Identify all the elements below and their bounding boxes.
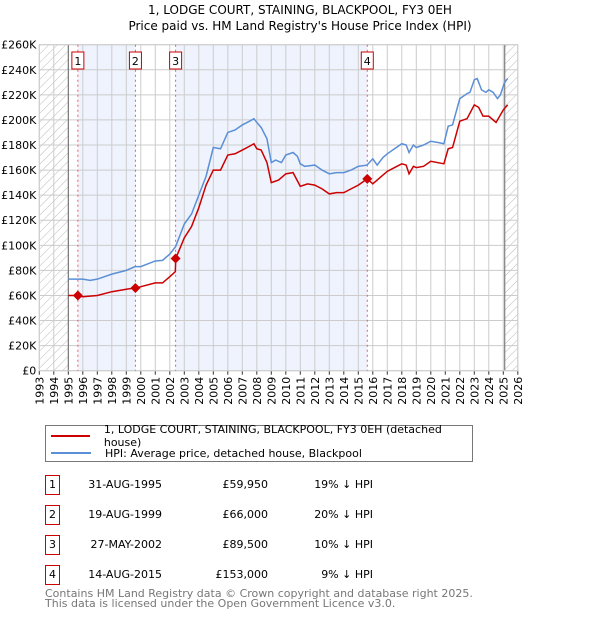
sale-label: 1: [74, 55, 81, 68]
transaction-number-badge: 4: [45, 565, 60, 585]
x-tick-label: 2011: [294, 377, 307, 405]
y-tick-label: £180K: [1, 139, 37, 152]
sale-label: 4: [364, 55, 371, 68]
transaction-number-badge: 2: [45, 505, 60, 525]
sale-label-box: [128, 51, 142, 70]
sale-point: [362, 173, 373, 184]
y-tick-label: £40K: [8, 315, 37, 328]
y-tick-label: £220K: [1, 89, 37, 102]
x-tick-label: 1998: [106, 377, 119, 405]
legend-item-property: 1, LODGE COURT, STAINING, BLACKPOOL, FY3…: [46, 423, 472, 449]
plot-frame: [38, 44, 519, 372]
transaction-number-badge: 3: [45, 535, 60, 555]
sale-point: [72, 290, 83, 301]
x-tick-label: 2014: [338, 377, 351, 405]
sale-label: 3: [172, 55, 179, 68]
blue-line-swatch: [51, 452, 91, 454]
x-tick-label: 2023: [468, 377, 481, 405]
transaction-hpi-diff: 19% ↓ HPI: [314, 478, 373, 491]
x-tick-label: 2017: [381, 377, 394, 405]
transaction-price: £89,500: [222, 538, 269, 551]
y-tick-label: £100K: [1, 239, 37, 252]
x-tick-label: 2004: [193, 377, 206, 405]
legend: 1, LODGE COURT, STAINING, BLACKPOOL, FY3…: [45, 423, 473, 462]
footer-line: Contains HM Land Registry data © Crown c…: [45, 587, 473, 600]
sale-label-box: [71, 51, 85, 70]
sale-point: [170, 253, 181, 264]
legend-label: HPI: Average price, detached house, Blac…: [105, 446, 362, 460]
y-tick-label: £160K: [1, 164, 37, 177]
x-tick-label: 1996: [77, 377, 90, 405]
x-tick-label: 2018: [396, 377, 409, 405]
transaction-row: 1 31-AUG-1995 £59,950 19% ↓ HPI: [45, 475, 445, 495]
transaction-date: 27-MAY-2002: [90, 538, 162, 551]
x-tick-label: 2007: [236, 377, 249, 405]
hatched-region: [504, 44, 518, 371]
transaction-price: £66,000: [222, 508, 269, 521]
transaction-row: 3 27-MAY-2002 £89,500 10% ↓ HPI: [45, 535, 445, 555]
transaction-date: 19-AUG-1999: [88, 508, 162, 521]
x-tick-label: 2000: [135, 377, 148, 405]
transaction-row: 2 19-AUG-1999 £66,000 20% ↓ HPI: [45, 505, 445, 525]
transaction-number-badge: 1: [45, 475, 60, 495]
x-tick-label: 1995: [62, 377, 75, 405]
x-tick-label: 2026: [512, 377, 525, 405]
x-tick-label: 1999: [120, 377, 133, 405]
transaction-row: 4 14-AUG-2015 £153,000 9% ↓ HPI: [45, 565, 445, 585]
y-tick-label: £240K: [1, 64, 37, 77]
x-tick-label: 2009: [265, 377, 278, 405]
x-tick-label: 2015: [352, 377, 365, 405]
chart-subtitle: Price paid vs. HM Land Registry's House …: [128, 19, 472, 33]
transaction-date: 14-AUG-2015: [88, 568, 162, 581]
sale-label-box: [360, 51, 374, 70]
x-tick-label: 2006: [222, 377, 235, 405]
sale-label: 2: [132, 55, 139, 68]
x-tick-label: 2010: [280, 377, 293, 405]
x-tick-label: 1997: [91, 377, 104, 405]
transaction-price: £59,950: [222, 478, 269, 491]
y-tick-label: £140K: [1, 189, 37, 202]
transaction-hpi-diff: 9% ↓ HPI: [321, 568, 373, 581]
sale-point: [130, 282, 141, 293]
y-tick-label: £80K: [8, 264, 37, 277]
x-tick-label: 2005: [207, 377, 220, 405]
chart-title: 1, LODGE COURT, STAINING, BLACKPOOL, FY3…: [148, 3, 452, 17]
series-line: [68, 77, 509, 282]
red-line-swatch: [51, 435, 90, 437]
sale-label-box: [169, 51, 183, 70]
y-tick-label: £20K: [8, 340, 37, 353]
x-tick-label: 2024: [483, 377, 496, 405]
transaction-price: £153,000: [215, 568, 269, 581]
price-chart: 1993 1994 1995 1996 1997 1998 1999 2000 2001 2002…: [1, 39, 525, 405]
x-tick-label: 2016: [367, 377, 380, 405]
y-tick-label: £60K: [8, 289, 37, 302]
x-tick-label: 1993: [33, 377, 46, 405]
y-tick-label: £0: [22, 365, 36, 378]
x-tick-label: 1994: [48, 377, 61, 405]
x-tick-label: 2021: [439, 377, 452, 405]
x-tick-label: 2008: [251, 377, 264, 405]
footer: Contains HM Land Registry data © Crown c…: [45, 587, 473, 610]
x-tick-label: 2001: [149, 377, 162, 405]
y-tick-label: £120K: [1, 214, 37, 227]
y-tick-label: £200K: [1, 114, 37, 127]
footer-line: This data is licensed under the Open Gov…: [45, 597, 396, 610]
legend-item-hpi: HPI: Average price, detached house, Blac…: [46, 445, 362, 461]
x-tick-label: 2003: [178, 377, 191, 405]
legend-label: 1, LODGE COURT, STAINING, BLACKPOOL, FY3…: [103, 423, 442, 449]
x-tick-label: 2020: [425, 377, 438, 405]
shaded-period: [77, 44, 136, 371]
series-line: [68, 103, 509, 298]
x-tick-label: 2025: [497, 377, 510, 405]
x-tick-label: 2019: [410, 377, 423, 405]
x-tick-label: 2002: [164, 377, 177, 405]
x-tick-label: 2012: [309, 377, 322, 405]
transaction-hpi-diff: 20% ↓ HPI: [314, 508, 373, 521]
transaction-date: 31-AUG-1995: [88, 478, 162, 491]
y-tick-label: £260K: [1, 39, 37, 52]
x-tick-label: 2022: [454, 377, 467, 405]
transaction-hpi-diff: 10% ↓ HPI: [314, 538, 373, 551]
x-tick-label: 2013: [323, 377, 336, 405]
